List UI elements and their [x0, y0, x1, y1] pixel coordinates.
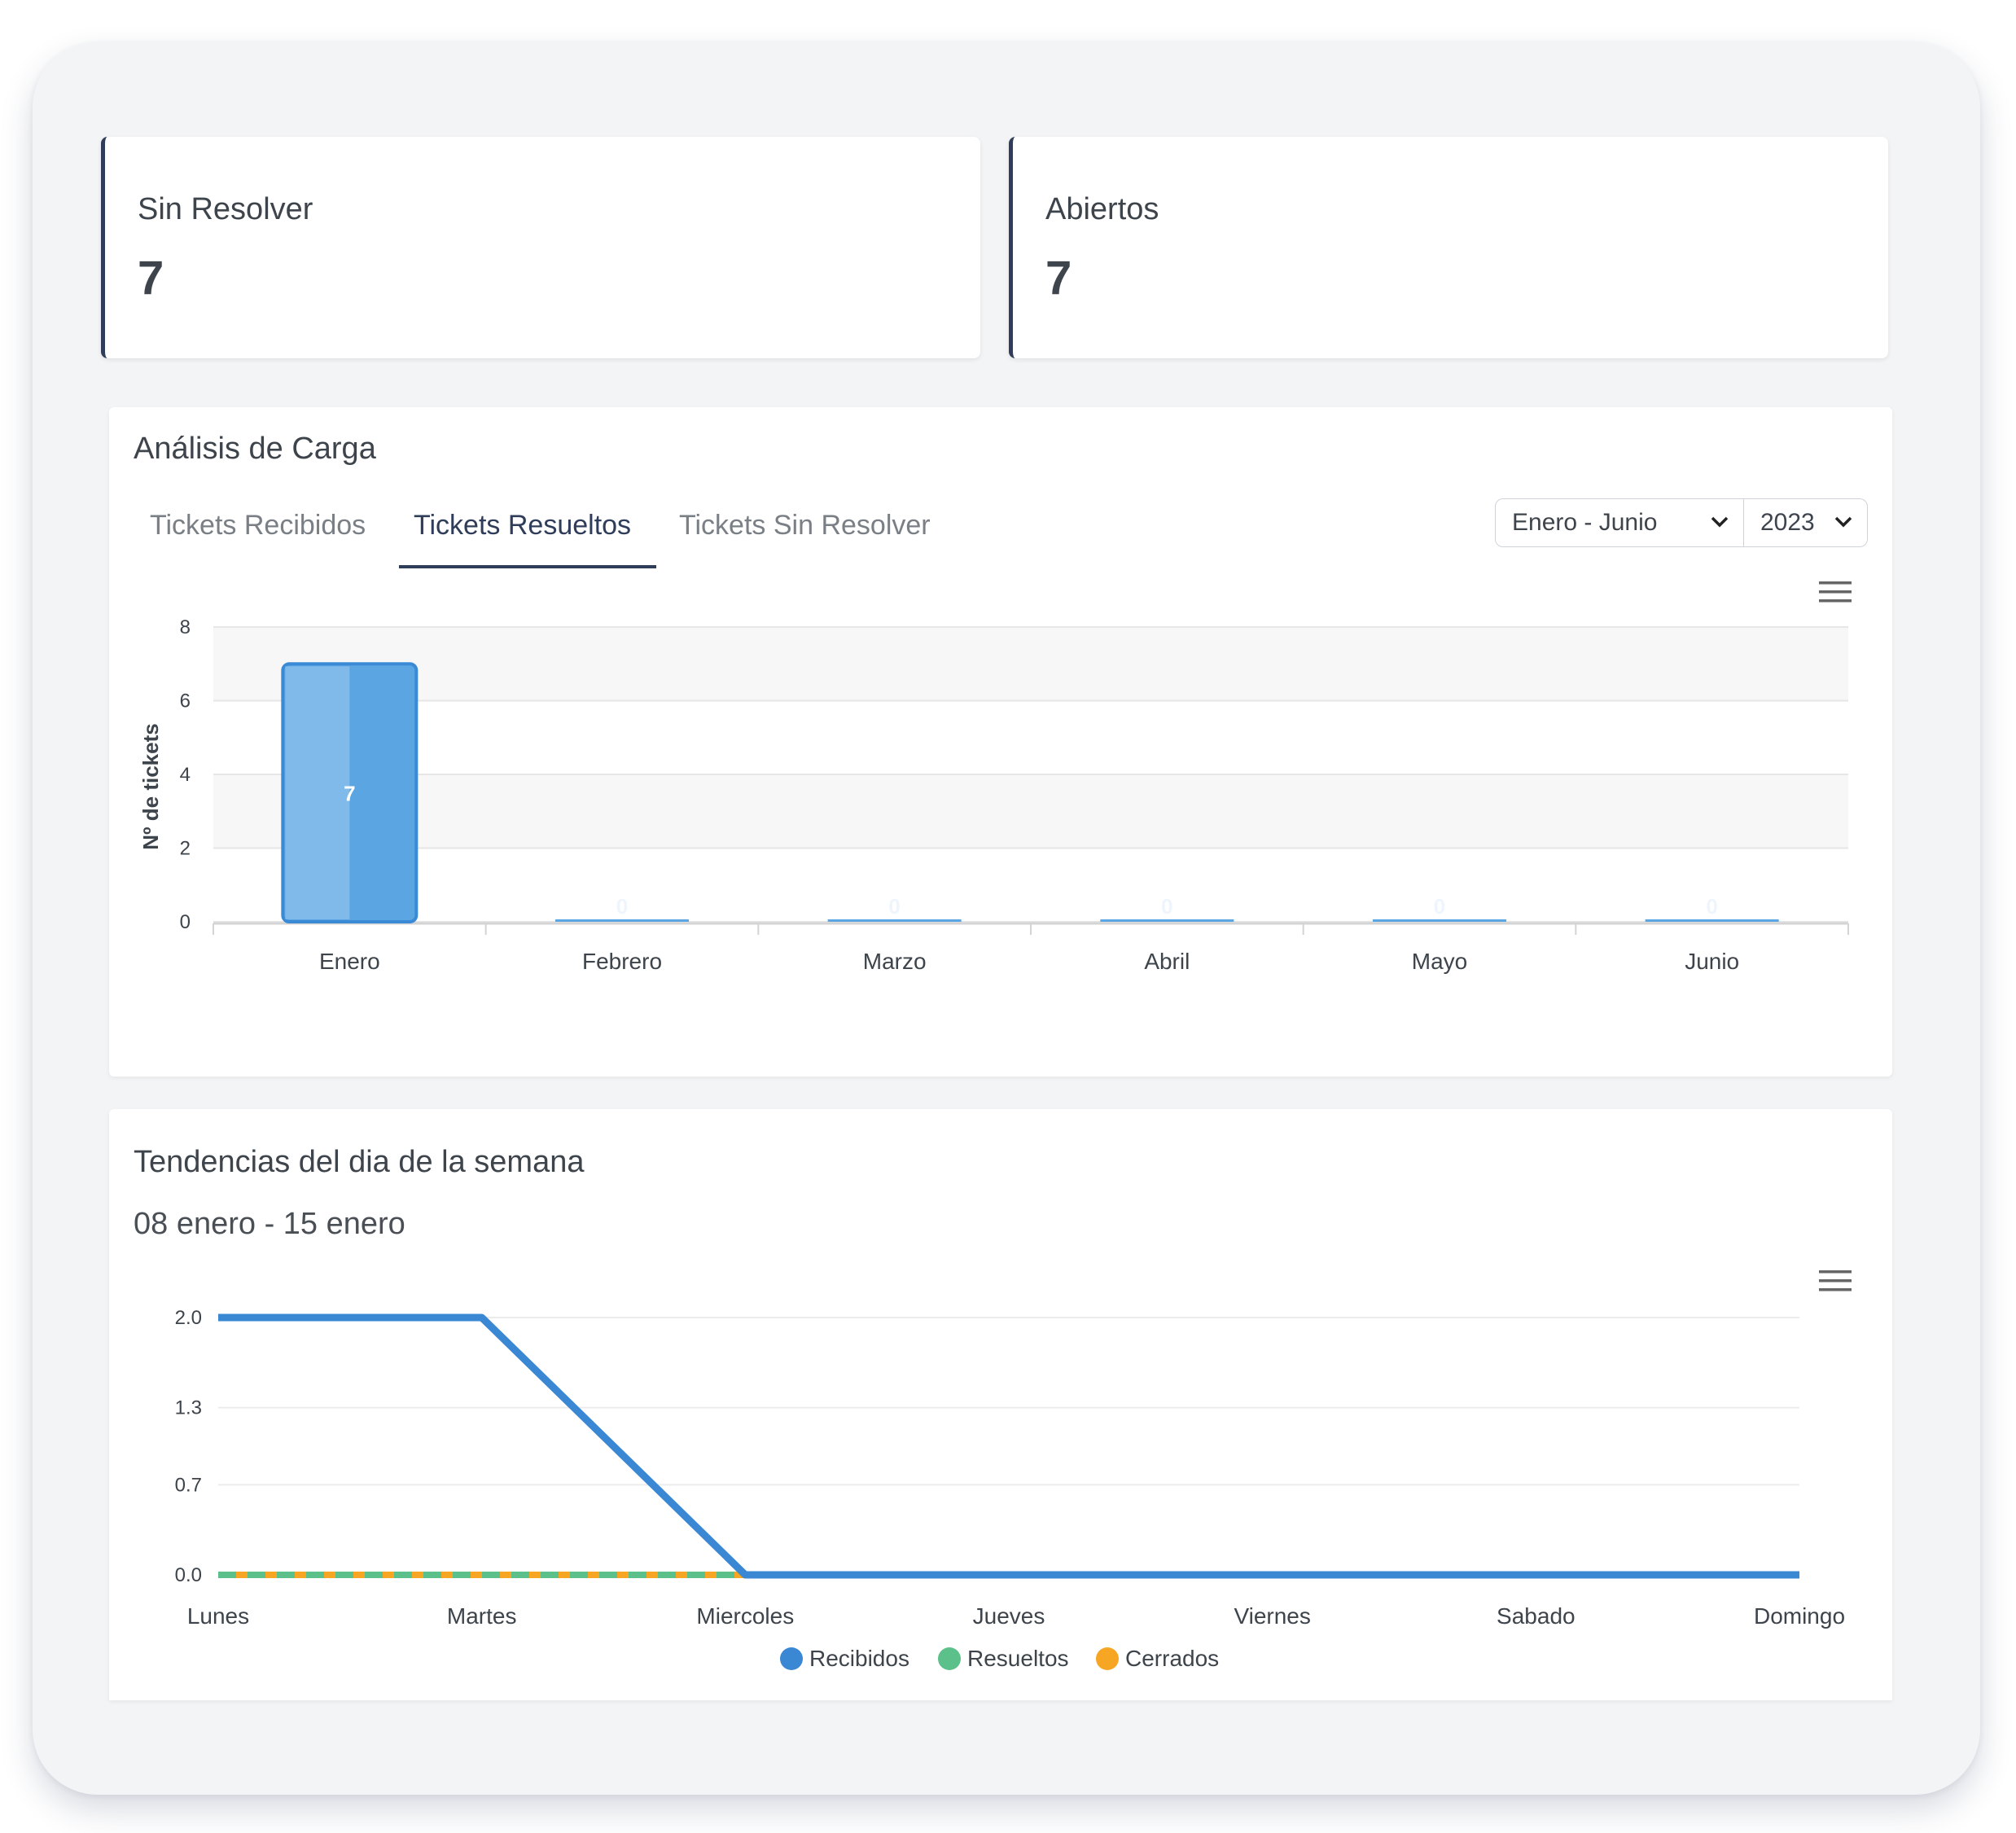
bar-data-label: 0: [1434, 894, 1445, 919]
date-range-subtitle: 08 enero - 15 enero: [134, 1207, 405, 1241]
bar-abril: [1100, 919, 1234, 922]
x-tick-label: Enero: [319, 949, 380, 974]
legend-label: Resueltos: [967, 1646, 1069, 1671]
x-tick-label: Marzo: [863, 949, 927, 974]
series-line-recibidos: [218, 1313, 1799, 1579]
x-tick-label: Lunes: [187, 1603, 249, 1629]
year-select[interactable]: 2023: [1744, 498, 1868, 547]
y-tick-label: 2.0: [175, 1307, 202, 1329]
x-tick-label: Martes: [447, 1603, 517, 1629]
stat-card-value: 7: [138, 252, 164, 305]
legend-label: Cerrados: [1125, 1646, 1219, 1671]
tab-tickets-resolved[interactable]: Tickets Resueltos: [414, 510, 632, 541]
stat-card-title: Abiertos: [1045, 192, 1159, 226]
tab-tickets-received[interactable]: Tickets Recibidos: [150, 510, 366, 541]
bar-data-label: 0: [1706, 894, 1717, 919]
stat-card-open: Abiertos 7: [1009, 137, 1888, 358]
year-select-value: 2023: [1760, 509, 1815, 536]
y-tick-label: 0.7: [175, 1474, 202, 1496]
stat-card-value: 7: [1045, 252, 1072, 305]
x-tick-label: Jueves: [973, 1603, 1045, 1629]
x-tick-label: Abril: [1144, 949, 1190, 974]
hamburger-menu-icon[interactable]: [1819, 580, 1852, 604]
line-chart: 0.0 0.7 1.3 2.0 Lunes Martes Miercoles Jueves Vi…: [175, 1307, 1845, 1671]
active-tab-indicator: [399, 565, 656, 568]
x-tick-label: Sabado: [1497, 1603, 1576, 1629]
y-tick-label: 0: [180, 911, 191, 933]
y-tick-label: 8: [180, 616, 191, 638]
chevron-down-icon: [1711, 516, 1729, 528]
hamburger-menu-icon[interactable]: [1819, 1269, 1852, 1293]
y-tick-label: 2: [180, 838, 191, 860]
x-tick-label: Domingo: [1754, 1603, 1845, 1629]
stat-card-unresolved: Sin Resolver 7: [101, 137, 980, 358]
bar-data-label: 0: [1161, 894, 1172, 919]
bar-junio: [1645, 919, 1779, 922]
x-tick-label: Viernes: [1234, 1603, 1310, 1629]
y-tick-label: 4: [180, 764, 191, 786]
panel-title: Tendencias del dia de la semana: [134, 1145, 585, 1179]
bar-mayo: [1373, 919, 1506, 922]
grid-band: [213, 627, 1848, 701]
x-tick-label: Febrero: [582, 949, 662, 974]
legend-marker-resueltos: [938, 1647, 961, 1670]
x-tick-label: Miercoles: [696, 1603, 794, 1629]
y-tick-label: 6: [180, 691, 191, 713]
bar-marzo: [827, 919, 962, 922]
x-tick-label: Mayo: [1412, 949, 1467, 974]
bar-highlight: [285, 666, 350, 919]
bar-data-label: 0: [888, 894, 900, 919]
legend-marker-recibidos: [780, 1647, 803, 1670]
y-axis-label: Nº de tickets: [138, 723, 163, 849]
bar-data-label: 7: [344, 782, 355, 806]
legend-marker-cerrados: [1096, 1647, 1119, 1670]
period-select-value: Enero - Junio: [1512, 509, 1658, 536]
tab-tickets-unresolved[interactable]: Tickets Sin Resolver: [679, 510, 931, 541]
x-tick-label: Junio: [1685, 949, 1739, 974]
bar-chart: 0 2 4 6 8 Nº de tickets 7 Enero 0 Febrero 0 Marzo 0 A…: [138, 616, 1849, 974]
period-select[interactable]: Enero - Junio: [1495, 498, 1744, 547]
bar-febrero: [555, 919, 689, 922]
load-analysis-panel: Análisis de Carga Tickets Recibidos Tick…: [109, 407, 1892, 1077]
y-tick-label: 0.0: [175, 1564, 202, 1586]
y-tick-label: 1.3: [175, 1397, 202, 1419]
weekday-trends-panel: Tendencias del dia de la semana 08 enero…: [109, 1109, 1892, 1700]
panel-title: Análisis de Carga: [134, 432, 376, 466]
chevron-down-icon: [1834, 516, 1852, 528]
legend-label: Recibidos: [809, 1646, 909, 1671]
bar-data-label: 0: [616, 894, 628, 919]
grid-band: [213, 774, 1848, 849]
stat-card-title: Sin Resolver: [138, 192, 313, 226]
